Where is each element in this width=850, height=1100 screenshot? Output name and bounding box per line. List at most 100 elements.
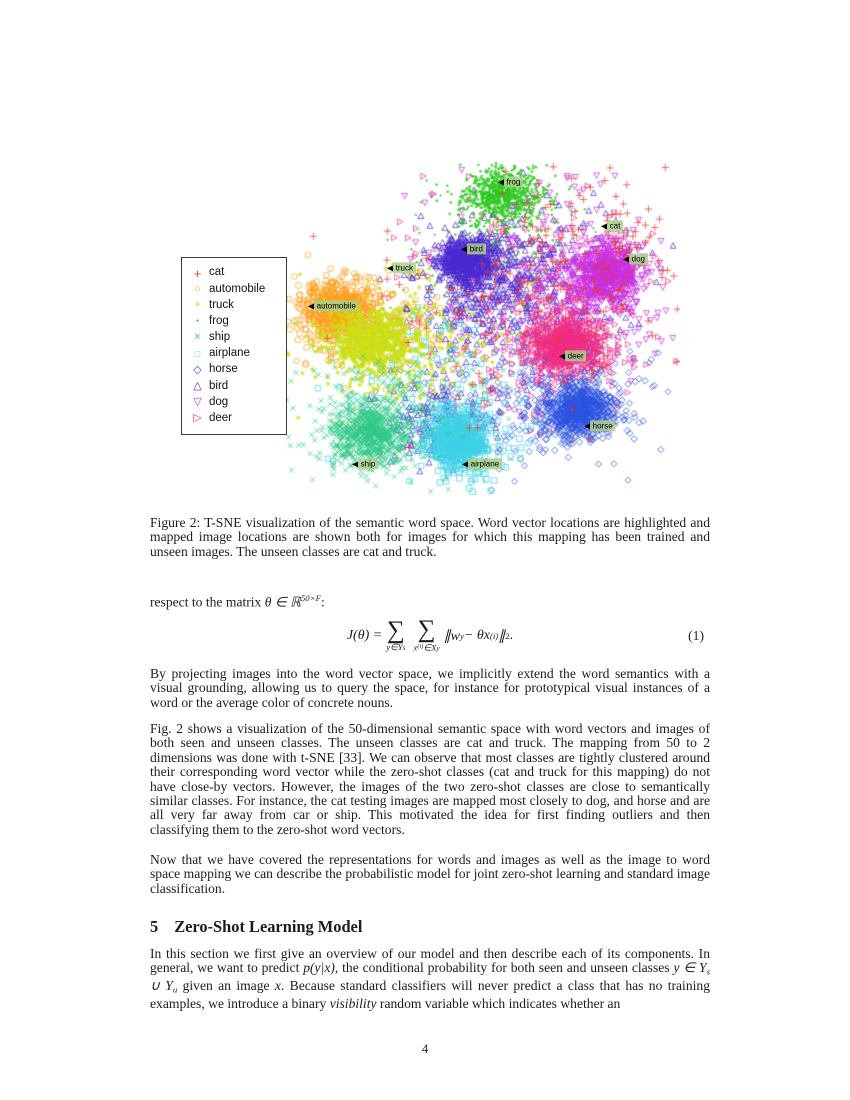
class-label-text: dog	[629, 253, 648, 265]
legend-label: automobile	[209, 282, 266, 295]
class-label-frog: ◀ frog	[498, 176, 523, 188]
legend-item-horse: ◇ horse	[189, 362, 286, 378]
norm-open: ∥w	[443, 628, 460, 644]
text-segment: :	[320, 594, 325, 610]
left-arrow-icon: ◀	[498, 177, 505, 186]
emphasized-word: visibility	[329, 996, 377, 1012]
legend-label: frog	[209, 314, 229, 327]
text-segment: In this section we first give an overvie…	[150, 946, 710, 976]
inline-math: x	[274, 978, 281, 994]
class-label-horse: ◀ horse	[584, 420, 616, 432]
left-arrow-icon: ◀	[559, 351, 566, 360]
text-segment: random variable which indicates whether …	[376, 996, 621, 1012]
equation-body: J(θ) = ∑ y∈Ys ∑ x(i)∈Xy ∥w y − θx (i) ∥ 2.	[150, 611, 710, 661]
deer-marker-icon: ▷	[193, 412, 202, 425]
class-label-automobile: ◀ automobile	[308, 300, 359, 312]
summation-1: ∑ y∈Ys	[386, 618, 405, 653]
summation-2-index: x(i)∈Xy	[413, 642, 439, 654]
ship-marker-icon: ×	[194, 331, 201, 344]
legend-label: bird	[209, 379, 229, 392]
legend-label: horse	[209, 363, 238, 376]
frog-marker-icon: ●	[195, 318, 200, 325]
legend-item-airplane: □ airplane	[189, 346, 286, 362]
automobile-marker-icon: ○	[194, 282, 201, 295]
inline-math: θ ∈ ℝ	[264, 594, 301, 610]
class-label-ship: ◀ ship	[352, 458, 378, 470]
legend-item-dog: ▽ dog	[189, 395, 286, 411]
paragraph-fig2: Fig. 2 shows a visualization of the 50-d…	[150, 721, 710, 837]
summation-1-index: y∈Ys	[386, 643, 405, 653]
class-label-bird: ◀ bird	[461, 243, 486, 255]
section-heading: 5 Zero-Shot Learning Model	[150, 917, 362, 937]
class-label-text: bird	[467, 243, 486, 255]
class-label-dog: ◀ dog	[623, 253, 648, 265]
class-label-cat: ◀ cat	[601, 220, 623, 232]
left-arrow-icon: ◀	[462, 459, 469, 468]
class-label-deer: ◀ deer	[559, 350, 587, 362]
legend-item-automobile: ○ automobile	[189, 281, 286, 297]
legend-label: deer	[209, 412, 233, 425]
legend-label: truck	[209, 298, 234, 311]
text-segment: x	[413, 642, 418, 653]
inline-math: y ∈ Y	[673, 960, 707, 976]
figure-caption: Figure 2: T-SNE visualization of the sem…	[150, 515, 710, 559]
text-segment: ∈X	[423, 642, 437, 653]
text-segment: .	[509, 628, 514, 643]
inline-math: p(y|x)	[303, 960, 335, 976]
text-segment: . Because standard classifiers will neve…	[150, 978, 710, 1012]
inline-math: ∪ Y	[150, 978, 173, 994]
legend-label: dog	[209, 395, 229, 408]
sigma-symbol: ∑	[417, 616, 436, 644]
class-label-text: frog	[504, 176, 523, 188]
left-arrow-icon: ◀	[584, 421, 591, 430]
math-subscript: y	[436, 644, 440, 653]
norm-close: ∥	[498, 628, 506, 644]
text-segment: y∈Y	[386, 642, 403, 652]
left-arrow-icon: ◀	[387, 263, 394, 272]
legend-label: ship	[209, 331, 231, 344]
legend-item-deer: ▷ deer	[189, 411, 286, 427]
class-label-text: airplane	[468, 458, 502, 470]
legend-item-frog: ● frog	[189, 314, 286, 330]
paragraph-matrix-intro: respect to the matrix θ ∈ ℝ50×F:	[150, 591, 710, 610]
dog-marker-icon: ▽	[193, 396, 202, 409]
legend-item-ship: × ship	[189, 330, 286, 346]
math-subscript: u	[172, 984, 178, 995]
section-title: Zero-Shot Learning Model	[174, 917, 363, 936]
tsne-figure: + cat ○ automobile ✳ truck ● frog × ship □ airplane…	[170, 160, 680, 500]
text-segment: respect to the matrix	[150, 594, 265, 610]
figure-class-labels: ◀ frog ◀ cat ◀ dog ◀ bird ◀ truck ◀ automobile ◀ deer…	[170, 160, 680, 500]
airplane-marker-icon: □	[194, 348, 201, 359]
horse-marker-icon: ◇	[193, 363, 202, 376]
page-number: 4	[421, 1041, 429, 1056]
class-label-text: ship	[358, 458, 378, 470]
class-label-text: deer	[565, 350, 587, 362]
legend-item-cat: + cat	[189, 265, 286, 281]
legend-label: cat	[209, 266, 225, 279]
equation-number: (1)	[688, 628, 704, 643]
equation-1: J(θ) = ∑ y∈Ys ∑ x(i)∈Xy ∥w y − θx (i) ∥ 2. (1)	[150, 611, 710, 661]
paragraph-transition: Now that we have covered the representat…	[150, 852, 710, 896]
class-label-airplane: ◀ airplane	[462, 458, 502, 470]
text-segment: , the conditional probability for both s…	[334, 960, 674, 976]
legend-label: airplane	[209, 347, 250, 360]
math-subscript: y	[459, 631, 464, 641]
math-superscript: 50×F	[300, 593, 321, 603]
text-segment: given an image	[177, 978, 275, 994]
math-superscript: 2	[505, 631, 510, 641]
text-segment: − θx	[463, 628, 490, 643]
section-number: 5	[150, 917, 159, 936]
legend-item-bird: △ bird	[189, 378, 286, 394]
left-arrow-icon: ◀	[308, 301, 315, 310]
paragraph-overview: In this section we first give an overvie…	[150, 946, 710, 1012]
equation-lhs: J(θ) =	[346, 628, 383, 643]
class-label-truck: ◀ truck	[387, 262, 416, 274]
class-label-text: cat	[607, 220, 623, 232]
paragraph-projecting: By projecting images into the word vecto…	[150, 666, 710, 710]
summation-2: ∑ x(i)∈Xy	[413, 616, 439, 654]
truck-marker-icon: ✳	[194, 300, 201, 310]
left-arrow-icon: ◀	[601, 221, 608, 230]
class-label-text: automobile	[314, 300, 359, 312]
left-arrow-icon: ◀	[623, 254, 630, 263]
